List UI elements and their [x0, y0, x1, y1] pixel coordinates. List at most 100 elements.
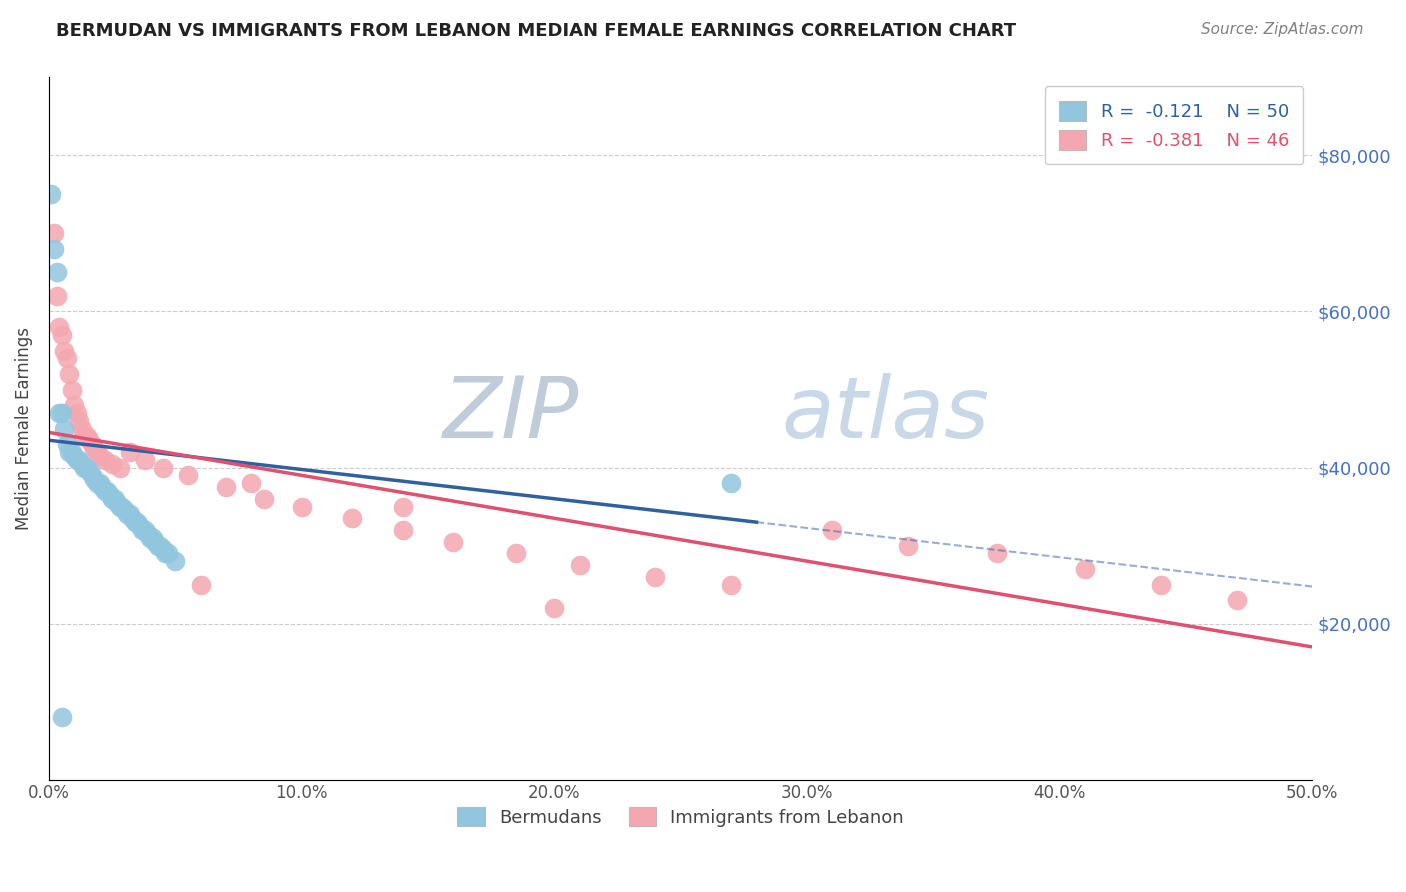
Point [152, 460, 174, 475]
Point [118, 445, 141, 459]
Point [253, 491, 276, 506]
Point [60, 383, 83, 397]
Point [79, 465, 101, 479]
Point [83, 472, 105, 486]
Point [55, 351, 77, 366]
Point [79, 434, 101, 448]
Text: Source: ZipAtlas.com: Source: ZipAtlas.com [1201, 22, 1364, 37]
Point [48, 406, 70, 420]
Point [131, 523, 153, 537]
Point [127, 515, 149, 529]
Point [441, 534, 464, 549]
Point [66, 406, 89, 420]
Point [139, 531, 162, 545]
Point [391, 523, 413, 537]
Point [51, 327, 73, 342]
Point [80, 468, 103, 483]
Point [42, 227, 65, 241]
Point [89, 449, 111, 463]
Point [53, 421, 76, 435]
Point [93, 483, 115, 498]
Point [142, 531, 165, 545]
Point [124, 515, 146, 529]
Point [134, 523, 156, 537]
Point [63, 398, 86, 412]
Point [93, 452, 115, 467]
Point [568, 558, 591, 572]
Point [104, 491, 127, 506]
Point [58, 367, 80, 381]
Point [129, 519, 152, 533]
Point [165, 554, 187, 568]
Point [340, 511, 363, 525]
Point [101, 491, 124, 506]
Point [63, 449, 86, 463]
Point [45, 265, 67, 279]
Point [66, 452, 89, 467]
Point [70, 457, 93, 471]
Point [121, 511, 143, 525]
Point [821, 523, 844, 537]
Point [505, 546, 527, 560]
Point [108, 460, 131, 475]
Point [76, 460, 98, 475]
Point [70, 421, 93, 435]
Point [117, 508, 139, 522]
Point [118, 508, 141, 522]
Point [83, 441, 105, 455]
Text: BERMUDAN VS IMMIGRANTS FROM LEBANON MEDIAN FEMALE EARNINGS CORRELATION CHART: BERMUDAN VS IMMIGRANTS FROM LEBANON MEDI… [56, 22, 1017, 40]
Point [1226, 593, 1249, 607]
Point [48, 320, 70, 334]
Point [155, 546, 177, 560]
Point [143, 534, 166, 549]
Point [215, 480, 238, 494]
Point [149, 539, 172, 553]
Point [156, 546, 179, 560]
Point [73, 460, 96, 475]
Point [89, 476, 111, 491]
Point [67, 414, 90, 428]
Point [96, 483, 118, 498]
Legend: Bermudans, Immigrants from Lebanon: Bermudans, Immigrants from Lebanon [450, 799, 911, 834]
Point [45, 289, 67, 303]
Point [240, 476, 263, 491]
Point [55, 437, 77, 451]
Point [1074, 562, 1097, 576]
Point [134, 452, 156, 467]
Point [152, 542, 174, 557]
Point [51, 406, 73, 420]
Point [105, 496, 128, 510]
Point [98, 488, 121, 502]
Text: atlas: atlas [782, 373, 990, 456]
Point [53, 343, 76, 358]
Point [73, 429, 96, 443]
Point [720, 577, 742, 591]
Point [986, 546, 1008, 560]
Point [897, 539, 920, 553]
Point [136, 526, 159, 541]
Point [60, 445, 83, 459]
Point [108, 500, 131, 514]
Point [86, 476, 108, 491]
Point [190, 577, 212, 591]
Point [51, 710, 73, 724]
Point [76, 429, 98, 443]
Point [91, 480, 114, 494]
Point [67, 452, 90, 467]
Point [391, 500, 413, 514]
Point [543, 601, 565, 615]
Point [42, 242, 65, 256]
Point [58, 445, 80, 459]
Text: ZIP: ZIP [443, 373, 579, 456]
Point [177, 468, 200, 483]
Point [720, 476, 742, 491]
Y-axis label: Median Female Earnings: Median Female Earnings [15, 327, 32, 530]
Point [80, 437, 103, 451]
Point [146, 539, 169, 553]
Point [1150, 577, 1173, 591]
Point [111, 500, 134, 514]
Point [644, 570, 666, 584]
Point [114, 503, 136, 517]
Point [101, 457, 124, 471]
Point [41, 187, 63, 202]
